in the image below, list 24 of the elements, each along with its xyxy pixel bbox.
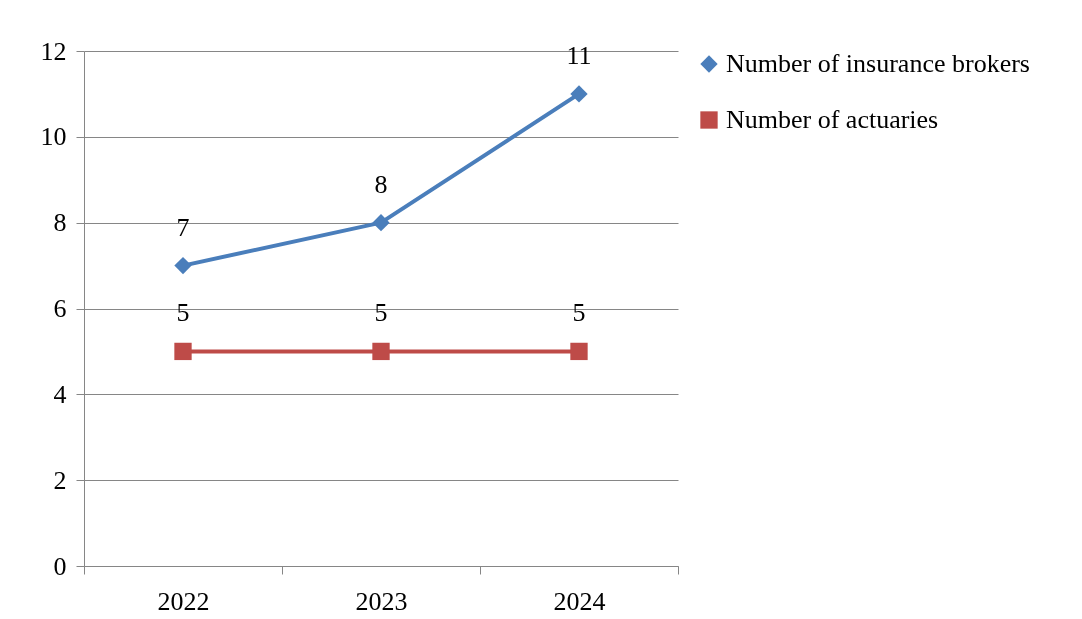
y-tick-label: 12 <box>40 36 67 66</box>
point <box>174 256 192 275</box>
point <box>570 342 588 361</box>
y-tick-label: 6 <box>53 294 67 323</box>
data-label: 7 <box>176 212 190 242</box>
y-tick-label: 0 <box>53 551 67 581</box>
point <box>372 342 390 361</box>
legend-label: Number of actuaries <box>726 105 939 134</box>
x-tick-label: 2024 <box>553 586 606 616</box>
y-tick-label: 10 <box>40 122 67 152</box>
x-tick-label: 2023 <box>355 586 408 616</box>
y-tick-label: 8 <box>53 208 67 238</box>
point <box>570 85 588 103</box>
x-tick-label: 2022 <box>157 586 210 616</box>
data-label: 11 <box>566 40 592 70</box>
y-tick-label: 4 <box>53 379 67 409</box>
point <box>174 342 192 361</box>
legend-label: Number of insurance brokers <box>726 49 1030 78</box>
data-label: 5 <box>572 298 586 328</box>
data-label: 5 <box>176 298 190 328</box>
y-tick-label: 2 <box>53 465 67 495</box>
data-label: 8 <box>374 169 388 199</box>
data-label: 5 <box>374 298 388 328</box>
point <box>372 214 390 232</box>
